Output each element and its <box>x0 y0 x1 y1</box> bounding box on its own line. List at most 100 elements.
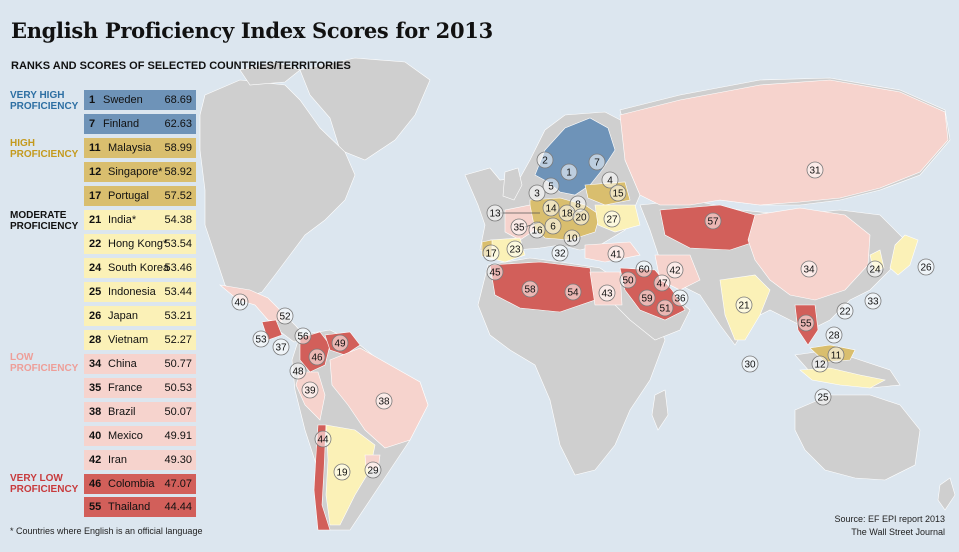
rank-cell: 38 <box>89 406 102 418</box>
table-row: 42 Iran 49.30 <box>84 450 196 470</box>
score-cell: 53.46 <box>164 262 192 274</box>
rank-label: 11 <box>831 351 842 362</box>
country-cell: Portugal <box>108 190 149 202</box>
country-cell: India* <box>108 214 137 226</box>
credit-line: The Wall Street Journal <box>851 527 945 537</box>
land-uk <box>502 167 523 201</box>
land-africa <box>477 257 666 476</box>
rank-label: 45 <box>489 268 501 279</box>
rank-label: 22 <box>839 307 851 318</box>
rank-cell: 25 <box>89 286 102 298</box>
score-cell: 53.21 <box>164 310 192 322</box>
rank-label: 23 <box>509 245 521 256</box>
score-cell: 47.07 <box>164 478 192 490</box>
table-row: 7 Finland 62.63 <box>84 114 196 134</box>
category-high-label: HIGH PROFICIENCY <box>10 138 79 160</box>
page-title: English Proficiency Index Scores for 201… <box>11 18 493 43</box>
rank-badge: 16 <box>528 221 546 239</box>
rank-label: 18 <box>561 209 573 220</box>
table-row: 55 Thailand 44.44 <box>84 497 196 517</box>
rank-badge: 28 <box>825 326 843 344</box>
rank-badge: 14 <box>542 199 560 217</box>
score-cell: 62.63 <box>164 118 192 130</box>
score-cell: 53.54 <box>164 238 192 250</box>
rank-label: 24 <box>869 265 881 276</box>
rank-label: 48 <box>292 367 304 378</box>
rank-badge: 56 <box>294 327 312 345</box>
rank-badge: 22 <box>836 302 854 320</box>
rank-badge: 35 <box>510 218 528 236</box>
rank-label: 14 <box>545 204 557 215</box>
rank-badge: 52 <box>276 307 294 325</box>
rank-label: 28 <box>828 331 840 342</box>
rank-badge: 36 <box>671 289 689 307</box>
rank-cell: 35 <box>89 382 102 394</box>
rank-badge: 54 <box>564 283 582 301</box>
country-cell: Sweden <box>103 94 143 106</box>
rank-badge: 11 <box>827 346 845 364</box>
rank-label: 6 <box>550 222 556 233</box>
rank-badge: 42 <box>666 261 684 279</box>
rank-badge: 48 <box>289 362 307 380</box>
rank-label: 35 <box>513 223 525 234</box>
country-cell: Hong Kong* <box>108 238 168 250</box>
rank-badge: 7 <box>588 153 606 171</box>
score-cell: 49.30 <box>164 454 192 466</box>
country-cell: Vietnam <box>108 334 149 346</box>
rank-label: 49 <box>334 339 346 350</box>
rank-cell: 7 <box>89 118 96 130</box>
rank-label: 26 <box>920 263 932 274</box>
score-cell: 58.99 <box>164 142 192 154</box>
rank-badge: 47 <box>653 274 671 292</box>
rank-label: 17 <box>485 249 497 260</box>
score-cell: 54.38 <box>164 214 192 226</box>
rank-label: 54 <box>567 288 579 299</box>
region-north-africa <box>489 261 596 313</box>
table-row: 11 Malaysia 58.99 <box>84 138 196 158</box>
rank-label: 29 <box>367 466 379 477</box>
rank-badge: 45 <box>486 263 504 281</box>
region-china <box>747 207 871 301</box>
category-moderate-label: MODERATE PROFICIENCY <box>10 210 79 232</box>
rank-badge: 1 <box>560 163 578 181</box>
rank-badge: 57 <box>704 212 722 230</box>
rank-badge: 24 <box>866 260 884 278</box>
rank-badge: 43 <box>598 284 616 302</box>
country-cell: South Korea <box>108 262 170 274</box>
rank-label: 57 <box>707 217 719 228</box>
rank-label: 19 <box>336 468 348 479</box>
rank-label: 38 <box>378 397 390 408</box>
rank-cell: 42 <box>89 454 102 466</box>
land-canada-islands <box>239 61 301 86</box>
rank-label: 4 <box>607 176 613 187</box>
region-mexico <box>218 284 283 323</box>
rank-label: 13 <box>489 209 501 220</box>
table-row: 17 Portugal 57.52 <box>84 186 196 206</box>
region-japan <box>889 234 919 276</box>
rank-badge: 49 <box>331 334 349 352</box>
region-indonesia <box>799 367 886 389</box>
rank-cell: 22 <box>89 238 102 250</box>
table-row: 40 Mexico 49.91 <box>84 426 196 446</box>
table-row: 24 South Korea 53.46 <box>84 258 196 278</box>
rank-label: 8 <box>575 200 581 211</box>
rank-badge: 40 <box>231 293 249 311</box>
rank-cell: 46 <box>89 478 102 490</box>
rank-label: 20 <box>575 213 587 224</box>
region-russia <box>619 79 949 206</box>
rank-label: 37 <box>275 343 287 354</box>
rank-badge: 58 <box>521 280 539 298</box>
table-row: 34 China 50.77 <box>84 354 196 374</box>
rank-label: 55 <box>800 319 812 330</box>
rank-badge: 3 <box>528 184 546 202</box>
rank-label: 2 <box>542 156 548 167</box>
category-very-high-label: VERY HIGH PROFICIENCY <box>10 90 79 112</box>
rank-badge: 15 <box>609 184 627 202</box>
rank-label: 30 <box>744 360 756 371</box>
rank-label: 41 <box>610 250 622 261</box>
country-cell: China <box>108 358 137 370</box>
rank-badge: 46 <box>308 348 326 366</box>
table-row: 25 Indonesia 53.44 <box>84 282 196 302</box>
rank-badge: 2 <box>536 151 554 169</box>
country-cell: Brazil <box>108 406 136 418</box>
